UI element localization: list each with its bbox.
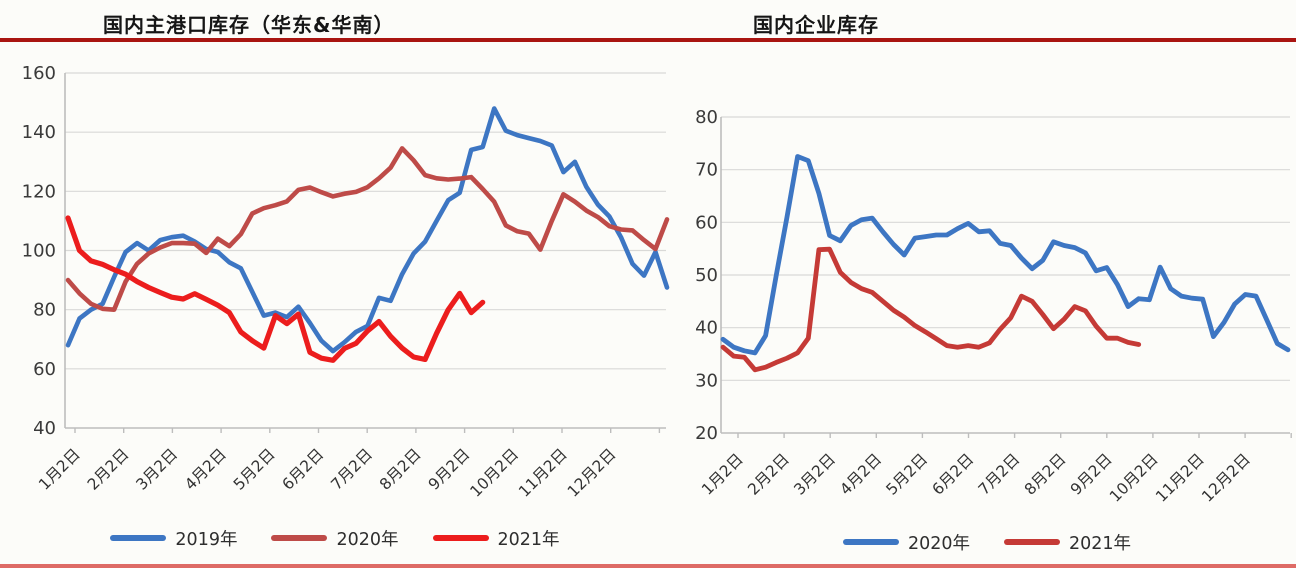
right-chart-title: 国内企业库存 — [753, 13, 879, 37]
top-divider-rule — [0, 38, 1296, 42]
legend-item-2021-right: 2021年 — [1004, 530, 1131, 555]
x-axis-label: 6月2日 — [279, 445, 328, 494]
right-chart-legend: 2020年 2021年 — [678, 530, 1296, 554]
x-axis-label: 1月2日 — [35, 445, 84, 494]
legend-item-2019: 2019年 — [110, 526, 237, 551]
x-axis-label: 1月2日 — [698, 450, 747, 499]
x-axis-label: 8月2日 — [376, 445, 425, 494]
left-chart-plot: 160 140 120 100 80 60 40 1月2日 2月2日 3月2日 4月2日 5月2日 6月… — [22, 63, 670, 501]
y-axis-label: 140 — [22, 122, 56, 143]
x-axis-label: 5月2日 — [230, 445, 279, 494]
x-axis-label: 8月2日 — [1021, 450, 1070, 499]
x-axis-label: 2月2日 — [744, 450, 793, 499]
x-axis-label: 4月2日 — [181, 445, 230, 494]
series-line-2020年 — [65, 146, 670, 312]
x-axis-label: 12月2日 — [1198, 450, 1254, 506]
left-chart-title: 国内主港口库存（华东&华南） — [103, 13, 395, 37]
right-chart-plot: 80 70 60 50 40 30 20 1月2日2月2日3月2日4月2日5月2日6月2日7月… — [695, 107, 1292, 506]
legend-label-2021-right: 2021年 — [1069, 533, 1132, 554]
left-chart-legend: 2019年 2020年 2021年 — [20, 526, 650, 550]
series-line-2021年 — [65, 215, 486, 363]
series-line-2021年 — [720, 246, 1142, 373]
y-axis-label: 40 — [33, 418, 56, 439]
series-line-2019年 — [65, 106, 670, 354]
x-axis-label: 11月2日 — [515, 445, 571, 501]
x-axis-label: 2月2日 — [84, 445, 133, 494]
y-axis-label: 70 — [695, 160, 718, 181]
x-axis-label: 4月2日 — [837, 450, 886, 499]
x-axis-label: 9月2日 — [425, 445, 474, 494]
series-line-2020年 — [720, 154, 1291, 356]
y-axis-label: 20 — [695, 423, 718, 444]
legend-label-2020-right: 2020年 — [907, 533, 970, 554]
y-axis-label: 40 — [695, 318, 718, 339]
x-axis-label: 3月2日 — [790, 450, 839, 499]
legend-label-2019: 2019年 — [175, 529, 238, 550]
legend-swatch-2021 — [432, 535, 489, 541]
legend-label-2021: 2021年 — [497, 529, 560, 550]
legend-label-2020: 2020年 — [336, 529, 399, 550]
x-axis-label: 7月2日 — [327, 445, 376, 494]
y-axis-label: 100 — [22, 241, 56, 262]
x-axis-label: 11月2日 — [1152, 450, 1208, 506]
y-axis-label: 30 — [695, 370, 718, 391]
legend-swatch-2020 — [271, 535, 328, 541]
y-axis-label: 60 — [695, 212, 718, 233]
y-axis-label: 50 — [695, 265, 718, 286]
x-axis-label: 10月2日 — [1106, 450, 1162, 506]
y-axis-label: 60 — [33, 359, 56, 380]
y-axis-label: 80 — [695, 107, 718, 128]
legend-swatch-2020-right — [842, 539, 899, 545]
bottom-divider-rule — [0, 564, 1296, 568]
y-axis-label: 80 — [33, 300, 56, 321]
legend-swatch-2021-right — [1004, 539, 1060, 545]
legend-item-2020-right: 2020年 — [842, 530, 970, 555]
y-axis-label: 160 — [22, 63, 56, 84]
x-axis-label: 5月2日 — [883, 450, 932, 499]
x-axis-label: 6月2日 — [929, 450, 978, 499]
legend-item-2020: 2020年 — [271, 526, 399, 551]
x-axis-label: 10月2日 — [467, 445, 523, 501]
legend-swatch-2019 — [110, 535, 167, 541]
x-axis-label: 3月2日 — [133, 445, 182, 494]
y-axis-label: 120 — [22, 181, 56, 202]
x-axis-label: 7月2日 — [975, 450, 1024, 499]
x-axis-label: 12月2日 — [564, 445, 620, 501]
legend-item-2021: 2021年 — [432, 526, 560, 551]
